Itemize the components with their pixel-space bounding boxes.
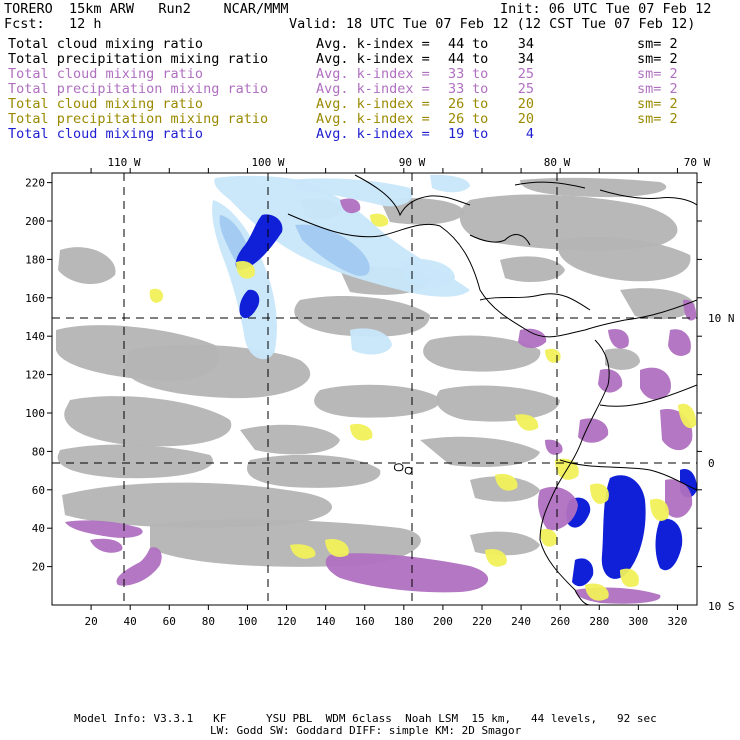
legend-to-label: to: [472, 81, 489, 97]
legend-k-end: 34: [517, 36, 534, 52]
legend-to-label: to: [472, 126, 489, 142]
y-axis-ticks: 20 40 60 80 100 120 140 160 180 200 220: [25, 177, 702, 574]
latitude-labels: 10 N 0 10 S: [708, 312, 735, 613]
latitude-label: 10 N: [708, 312, 735, 325]
latlon-grid: [52, 173, 697, 605]
x-tick-label: 180: [394, 615, 414, 628]
valid-time: Valid: 18 UTC Tue 07 Feb 12 (12 CST Tue …: [289, 16, 696, 32]
y-tick-label: 40: [32, 522, 45, 535]
y-tick-label: 180: [25, 253, 45, 266]
x-tick-label: 80: [202, 615, 215, 628]
y-tick-label: 60: [32, 484, 45, 497]
x-tick-label: 60: [163, 615, 176, 628]
legend-avg-label: Avg. k-index =: [316, 66, 430, 82]
legend-k-start: 33: [448, 81, 465, 97]
legend-smoothing: sm= 2: [637, 111, 678, 127]
legend-smoothing: sm= 2: [637, 81, 678, 97]
y-tick-label: 160: [25, 292, 45, 305]
legend-field-label: Total precipitation mixing ratio: [8, 111, 269, 127]
legend-smoothing: sm= 2: [637, 36, 678, 52]
legend-field-label: Total cloud mixing ratio: [8, 66, 204, 82]
y-tick-label: 220: [25, 177, 45, 190]
y-tick-label: 140: [25, 330, 45, 343]
forecast-hour: Fcst: 12 h: [4, 16, 102, 32]
longitude-label: 110 W: [107, 156, 140, 169]
longitude-labels: 110 W 100 W 90 W 80 W 70 W: [107, 156, 710, 169]
model-title: TORERO 15km ARW Run2 NCAR/MMM: [4, 1, 289, 17]
latitude-label: 0: [708, 457, 715, 470]
y-tick-label: 200: [25, 215, 45, 228]
x-tick-label: 260: [550, 615, 570, 628]
legend-k-end: 4: [525, 126, 534, 142]
legend-k-start: 44: [448, 51, 465, 67]
y-tick-label: 20: [32, 561, 45, 574]
x-tick-label: 140: [316, 615, 336, 628]
legend-k-end: 34: [517, 51, 534, 67]
y-tick-label: 120: [25, 369, 45, 382]
model-physics: LW: Godd SW: Goddard DIFF: simple KM: 2D…: [210, 724, 522, 737]
legend-field-label: Total precipitation mixing ratio: [8, 81, 269, 97]
legend-avg-label: Avg. k-index =: [316, 126, 430, 142]
legend-field-label: Total cloud mixing ratio: [8, 96, 204, 112]
legend-k-start: 19: [448, 126, 465, 142]
plot-frame: [51, 172, 698, 606]
legend-k-start: 26: [448, 111, 465, 127]
legend-k-start: 44: [448, 36, 465, 52]
legend-smoothing: sm= 2: [637, 96, 678, 112]
legend-k-end: 20: [517, 96, 534, 112]
longitude-label: 100 W: [251, 156, 284, 169]
model-info: Model Info: V3.3.1 KF YSU PBL WDM 6class…: [74, 712, 657, 725]
x-tick-label: 120: [277, 615, 297, 628]
x-axis-ticks: 20 40 60 80 100 120 140 160 180 200 220 240 260 280 30…: [84, 168, 687, 628]
legend-avg-label: Avg. k-index =: [316, 51, 430, 67]
legend-field-label: Total cloud mixing ratio: [8, 36, 204, 52]
legend-k-end: 25: [517, 66, 534, 82]
legend-k-start: 26: [448, 96, 465, 112]
x-tick-label: 220: [472, 615, 492, 628]
legend-avg-label: Avg. k-index =: [316, 36, 430, 52]
legend-to-label: to: [472, 66, 489, 82]
y-tick-label: 80: [32, 445, 45, 458]
x-tick-label: 160: [355, 615, 375, 628]
legend-to-label: to: [472, 111, 489, 127]
legend-smoothing: sm= 2: [637, 66, 678, 82]
x-tick-label: 300: [628, 615, 648, 628]
init-time: Init: 06 UTC Tue 07 Feb 12: [500, 1, 712, 17]
legend-field-label: Total cloud mixing ratio: [8, 126, 204, 142]
latitude-label: 10 S: [708, 600, 735, 613]
x-tick-label: 240: [511, 615, 531, 628]
legend-k-end: 20: [517, 111, 534, 127]
x-tick-label: 320: [668, 615, 688, 628]
coastlines: [287, 174, 697, 605]
x-tick-label: 100: [238, 615, 258, 628]
legend-avg-label: Avg. k-index =: [316, 81, 430, 97]
legend-avg-label: Avg. k-index =: [316, 111, 430, 127]
y-tick-label: 100: [25, 407, 45, 420]
legend-k-start: 33: [448, 66, 465, 82]
x-tick-label: 280: [589, 615, 609, 628]
legend-k-end: 25: [517, 81, 534, 97]
x-tick-label: 200: [433, 615, 453, 628]
legend-to-label: to: [472, 51, 489, 67]
legend-field-label: Total precipitation mixing ratio: [8, 51, 269, 67]
x-tick-label: 40: [124, 615, 137, 628]
longitude-label: 80 W: [544, 156, 571, 169]
longitude-label: 90 W: [399, 156, 426, 169]
legend-smoothing: sm= 2: [637, 51, 678, 67]
legend-to-label: to: [472, 36, 489, 52]
legend-to-label: to: [472, 96, 489, 112]
legend-avg-label: Avg. k-index =: [316, 96, 430, 112]
x-tick-label: 20: [84, 615, 97, 628]
longitude-label: 70 W: [684, 156, 711, 169]
